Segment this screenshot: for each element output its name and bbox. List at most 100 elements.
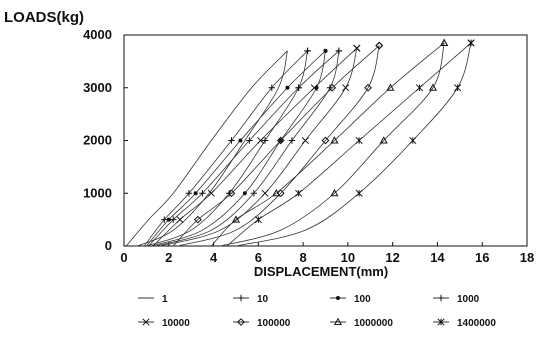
x-axis-title: DISPLACEMENT(mm)	[254, 264, 388, 279]
marker-diamond	[364, 83, 372, 92]
marker-triangle	[440, 38, 449, 46]
marker-triangle	[330, 136, 339, 144]
marker-plus	[185, 190, 193, 197]
marker-plus	[295, 84, 302, 91]
marker-x	[310, 84, 318, 92]
marker-asterisk	[355, 189, 363, 197]
x-tick-label: 10	[341, 250, 355, 265]
legend-label: 1000000	[354, 318, 393, 329]
series-1000	[148, 47, 343, 247]
marker-dot	[323, 48, 328, 53]
marker-plus	[437, 294, 445, 302]
legend-item: 1	[138, 294, 168, 305]
marker-plus	[199, 190, 206, 197]
series-line-unloading	[159, 48, 358, 247]
legend-label: 1400000	[457, 318, 496, 329]
legend-item: 100000	[233, 318, 291, 329]
legend-item: 1400000	[433, 318, 496, 329]
marker-dot	[285, 85, 290, 90]
series-line-loading	[226, 42, 472, 247]
y-tick-label: 2000	[83, 133, 112, 148]
curves	[125, 38, 475, 247]
x-tick-label: 16	[475, 250, 489, 265]
series-10	[143, 47, 311, 247]
marker-triangle	[379, 136, 388, 144]
series-line-loading	[172, 45, 380, 247]
series-line-loading	[125, 50, 288, 247]
legend-label: 100	[354, 294, 371, 305]
marker-plus	[304, 47, 311, 55]
marker-plus	[170, 216, 177, 223]
series-line-loading	[148, 50, 340, 247]
marker-x	[301, 136, 309, 145]
marker-dot	[336, 296, 340, 300]
marker-plus	[161, 216, 168, 223]
marker-asterisk	[454, 84, 462, 92]
marker-triangle	[272, 189, 281, 197]
marker-dot	[242, 191, 247, 196]
y-tick-label: 4000	[83, 27, 112, 42]
series-1000000	[211, 38, 449, 247]
series-10000	[152, 44, 361, 247]
axes: 0 2 4 6 8 10 12 14 16 18 0 1000 2000 3000 4000	[83, 27, 534, 265]
x-tick-label: 6	[255, 250, 262, 265]
marker-diamond	[375, 41, 384, 50]
marker-x	[257, 136, 265, 145]
x-tick-label: 2	[165, 250, 172, 265]
marker-plus	[335, 47, 343, 55]
marker-asterisk	[467, 39, 475, 47]
x-tick-label: 0	[120, 250, 127, 265]
series-line-loading	[211, 42, 445, 247]
marker-dot	[238, 138, 243, 143]
x-tick-label: 12	[385, 250, 399, 265]
legend-label: 10	[257, 294, 269, 305]
marker-asterisk	[409, 136, 417, 145]
series-line-unloading	[150, 50, 326, 247]
marker-x	[207, 189, 215, 197]
series-1400000	[226, 39, 475, 247]
x-tick-label: 8	[299, 250, 306, 265]
y-tick-label: 1000	[83, 185, 112, 200]
marker-dot	[166, 217, 171, 222]
series-line-loading	[152, 47, 358, 247]
marker-triangle	[386, 83, 395, 91]
legend: 1 10 100 1000 10000 100000 1000000 1400000	[138, 294, 496, 329]
marker-asterisk	[415, 84, 424, 92]
marker-x	[261, 189, 269, 197]
marker-plus	[228, 137, 235, 144]
legend-label: 100000	[257, 318, 291, 329]
marker-asterisk	[437, 318, 445, 326]
marker-x	[353, 44, 361, 52]
legend-item: 1000	[433, 294, 480, 305]
y-axis-title: LOADS(kg)	[4, 9, 84, 26]
marker-plus	[250, 190, 258, 197]
series-1	[125, 50, 288, 247]
legend-label: 1	[162, 294, 168, 305]
marker-asterisk	[355, 136, 363, 145]
legend-label: 1000	[457, 294, 480, 305]
marker-dot	[193, 191, 198, 196]
y-tick-label: 0	[105, 238, 112, 253]
marker-x	[342, 84, 350, 92]
marker-asterisk	[295, 189, 303, 197]
legend-item: 10000	[138, 318, 190, 329]
marker-plus	[237, 294, 245, 302]
marker-plus	[288, 137, 296, 144]
marker-diamond	[328, 83, 337, 92]
marker-x	[176, 216, 184, 224]
marker-plus	[246, 137, 253, 144]
marker-diamond	[276, 136, 285, 145]
marker-x	[142, 318, 150, 326]
marker-diamond	[321, 136, 330, 145]
marker-plus	[261, 137, 269, 144]
series-line-unloading	[220, 42, 445, 247]
marker-diamond	[237, 318, 245, 326]
marker-diamond	[227, 189, 236, 198]
series-line-unloading	[177, 45, 380, 247]
series-line-unloading	[146, 50, 308, 247]
marker-plus	[268, 84, 275, 91]
y-tick-label: 3000	[83, 80, 112, 95]
marker-triangle	[333, 317, 343, 326]
marker-asterisk	[254, 216, 262, 224]
